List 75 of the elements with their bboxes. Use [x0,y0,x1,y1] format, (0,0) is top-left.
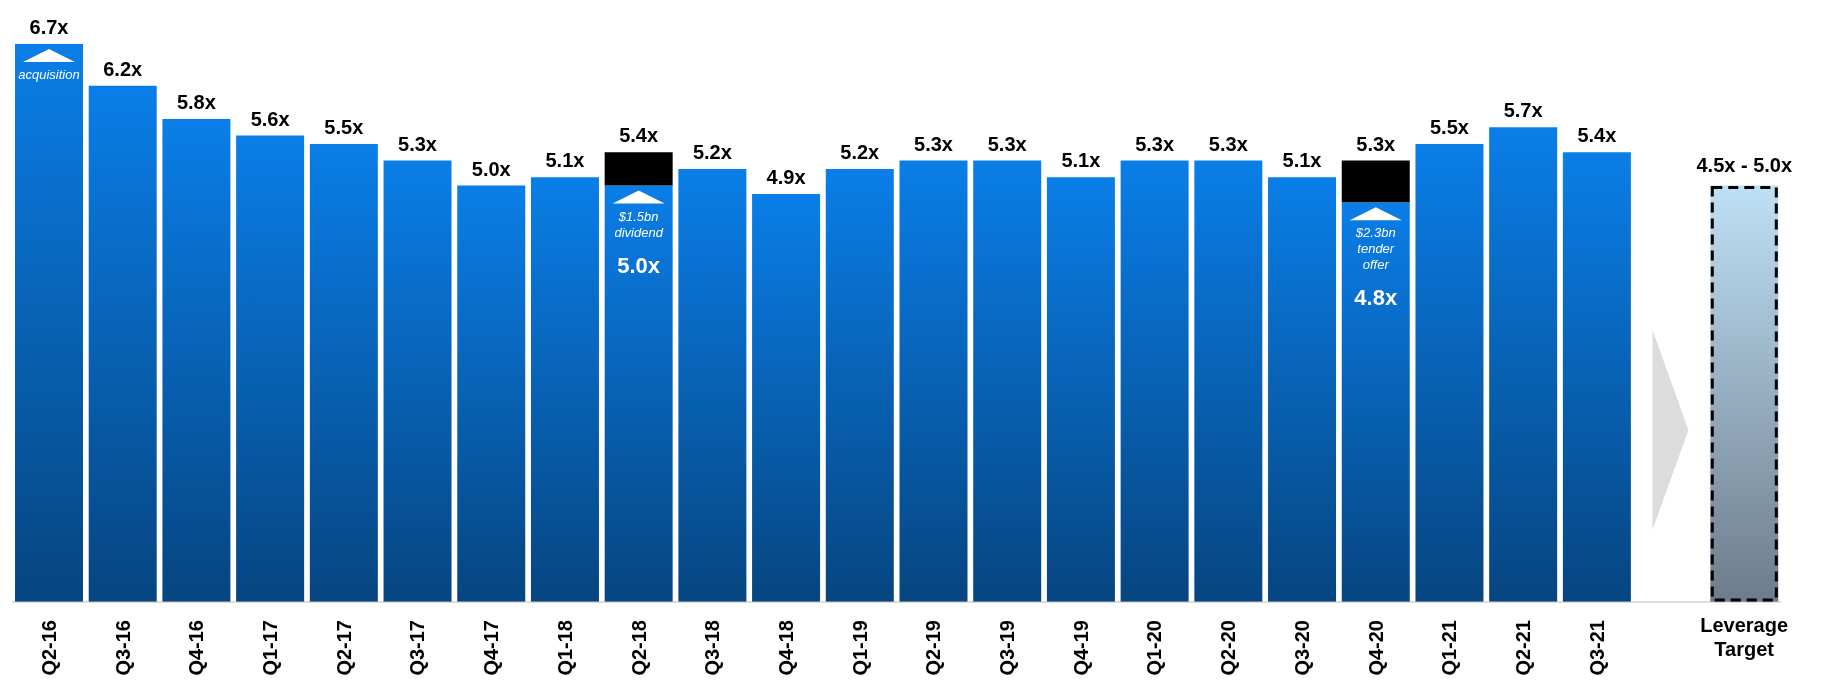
bar [1268,177,1337,602]
annotation: acquisition [18,67,80,82]
x-tick-label: Q2-21 [1512,620,1535,676]
data-label: 5.1x [1061,149,1101,172]
bar [825,168,894,602]
bar [1415,143,1484,602]
data-label: 5.5x [324,115,364,138]
x-tick-label: Q2-16 [37,620,60,676]
data-label: 5.3x [1208,132,1248,155]
bar [309,143,378,602]
x-tick-label: Q2-18 [627,620,650,676]
bar [678,168,747,602]
data-label: 5.2x [840,140,880,163]
bar [1489,127,1558,602]
bar [973,160,1042,602]
data-label: 5.8x [176,90,216,113]
data-label: 5.3x [914,132,953,155]
x-tick-label: Leverage Target [1700,614,1789,660]
total-label: 5.4x [619,124,659,147]
bar [15,44,83,602]
annotation: 4.5x - 5.0x [1696,153,1793,176]
data-label: 4.8x [1354,285,1398,311]
x-tick-label: Q4-18 [774,620,797,676]
x-tick-label: Q1-17 [258,620,281,676]
bar [899,160,968,602]
x-tick-label: Q4-20 [1364,620,1387,676]
x-tick-label: Q2-20 [1217,620,1240,676]
x-tick-label: Q1-18 [553,620,576,676]
x-tick-label: Q3-16 [111,620,134,676]
data-label: 5.1x [1282,149,1322,172]
data-label: 5.3x [1135,132,1175,155]
data-label: 5.6x [250,107,290,130]
annotation: $2.3bn tender offer [1354,225,1396,273]
data-label: 5.3x [987,132,1027,155]
data-label: 6.7x [29,16,69,38]
bar [162,118,231,602]
x-tick-label: Q3-21 [1585,620,1608,676]
data-label: 5.1x [545,149,585,172]
bar [1341,202,1410,602]
x-tick-label: Q3-19 [996,620,1019,676]
data-label: 5.5x [1429,115,1469,138]
bar [1562,152,1631,602]
data-label: 5.4x [1577,124,1617,147]
bar [1341,160,1410,203]
bar [88,85,157,602]
x-tick-label: Q1-20 [1143,620,1166,676]
data-label: 5.0x [617,252,661,278]
data-label: 5.7x [1503,99,1543,122]
bar [530,177,599,602]
data-label: 5.0x [471,157,511,180]
x-tick-label: Q2-17 [332,620,355,676]
x-tick-label: Q3-17 [406,620,429,676]
bar [1046,177,1115,602]
x-tick-label: Q1-21 [1438,620,1461,676]
x-tick-label: Q3-20 [1290,620,1313,676]
x-tick-label: Q4-19 [1069,620,1092,676]
data-label: 6.2x [103,57,143,80]
x-tick-label: Q2-19 [922,620,945,676]
annotation: $1.5bn dividend [614,208,664,240]
data-label: 5.2x [692,140,732,163]
bar [604,185,673,602]
x-tick-label: Q3-18 [701,620,724,676]
bar [1194,160,1263,602]
bar [1120,160,1189,602]
x-tick-label: Q1-19 [848,620,871,676]
bar [604,152,673,186]
bar [752,193,821,602]
x-tick-label: Q4-17 [480,620,503,676]
data-label: 4.9x [766,165,806,188]
total-label: 5.3x [1356,132,1396,155]
bar [383,160,452,602]
data-label: 5.3x [398,132,438,155]
x-tick-label: Q4-16 [185,620,208,676]
bar [457,185,526,602]
bar [236,135,305,602]
